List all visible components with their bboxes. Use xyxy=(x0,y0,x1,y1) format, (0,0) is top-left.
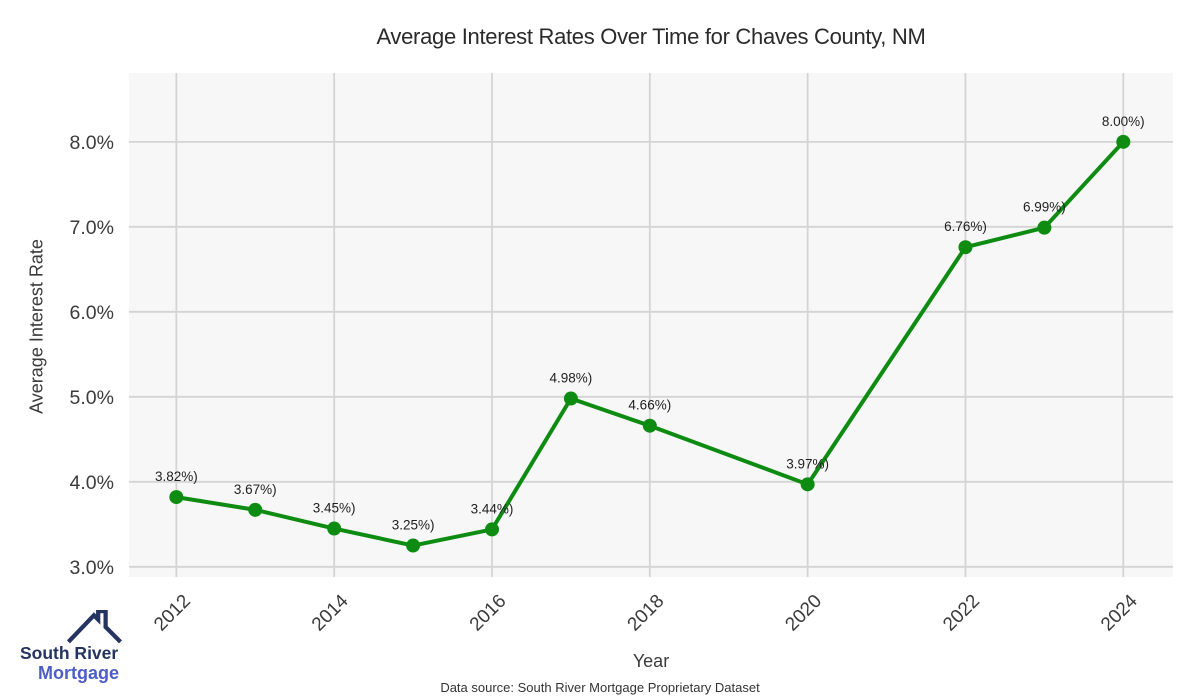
data-point xyxy=(1116,134,1131,149)
data-point-label: 8.00%) xyxy=(1102,114,1145,129)
data-point-label: 4.66%) xyxy=(628,398,671,413)
y-tick-label: 6.0% xyxy=(70,302,114,324)
data-point-label: 4.98%) xyxy=(550,371,593,386)
x-tick-label: 2016 xyxy=(466,591,511,636)
data-point xyxy=(642,418,657,433)
house-roof-icon xyxy=(66,610,123,644)
x-tick-label: 2022 xyxy=(939,591,984,636)
data-point xyxy=(484,522,499,537)
data-point-label: 3.97%) xyxy=(786,456,829,471)
logo: South River Mortgage xyxy=(18,608,138,696)
data-point-label: 3.25%) xyxy=(392,518,435,533)
logo-text-line2: Mortgage xyxy=(38,663,119,683)
data-point xyxy=(563,391,578,406)
plot-area xyxy=(129,73,1173,577)
data-point xyxy=(406,538,421,553)
x-tick-label: 2020 xyxy=(781,591,826,636)
y-tick-label: 5.0% xyxy=(70,387,114,409)
roof-path xyxy=(66,610,123,644)
data-point-label: 3.82%) xyxy=(155,469,198,484)
data-point xyxy=(1037,220,1052,235)
data-point xyxy=(958,240,973,255)
y-tick-label: 3.0% xyxy=(70,557,114,579)
x-tick-label: 2018 xyxy=(624,591,669,636)
data-point-label: 6.76%) xyxy=(944,219,987,234)
data-point-label: 6.99%) xyxy=(1023,200,1066,215)
data-point-label: 3.44%) xyxy=(471,501,514,516)
data-point xyxy=(248,502,263,517)
x-tick-label: 2012 xyxy=(150,591,195,636)
y-tick-label: 4.0% xyxy=(70,472,114,494)
data-point-label: 3.45%) xyxy=(313,501,356,516)
logo-text-line1: South River xyxy=(20,643,119,663)
x-axis-title: Year xyxy=(632,651,670,671)
y-axis-title: Average Interest Rate xyxy=(26,239,47,414)
data-point-label: 3.67%) xyxy=(234,482,277,497)
x-tick-label: 2014 xyxy=(308,590,353,635)
y-tick-label: 7.0% xyxy=(70,217,114,239)
data-point xyxy=(327,521,342,536)
x-tick-label: 2024 xyxy=(1097,590,1142,635)
chart-title: Average Interest Rates Over Time for Cha… xyxy=(376,24,926,49)
data-source-note: Data source: South River Mortgage Propri… xyxy=(440,680,760,695)
y-tick-label: 8.0% xyxy=(70,132,114,154)
data-point xyxy=(800,477,815,492)
data-point xyxy=(169,490,184,505)
